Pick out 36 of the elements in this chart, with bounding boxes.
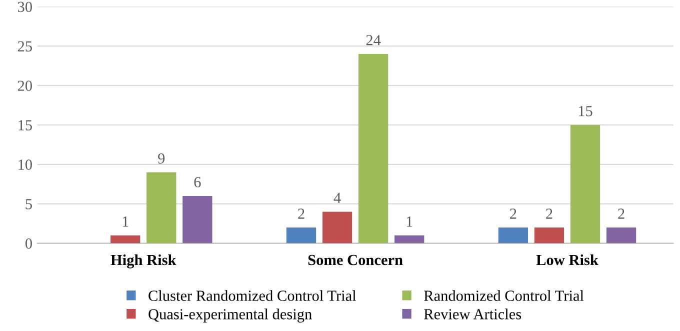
bar [146,172,176,244]
data-label: 2 [510,208,516,219]
y-tick-label: 10 [18,160,32,170]
data-label: 1 [122,216,128,227]
bar [358,54,388,244]
bar [286,228,316,244]
legend-label: Randomized Control Trial [424,290,584,301]
legend-label: Quasi-experimental design [148,308,312,323]
y-tick-label: 15 [18,120,32,130]
data-label: 2 [298,208,304,219]
data-label: 1 [406,216,412,227]
bar [498,228,528,244]
y-tick-label: 20 [18,80,32,91]
legend-label: Review Articles [424,308,522,320]
data-label: 15 [578,106,592,116]
y-tick-label: 25 [18,41,32,52]
bar [110,235,140,244]
y-tick-label: 5 [26,199,32,210]
data-label: 4 [334,192,341,203]
y-tick-label: 0 [25,238,32,249]
data-label: 2 [546,208,552,219]
bar [394,235,424,244]
data-label: 9 [158,153,165,164]
legend-label: Cluster Randomized Control Trial [148,290,356,301]
data-label: 24 [366,35,381,46]
x-tick-label: Some Concern [308,254,403,266]
x-tick-label: Low Risk [536,254,598,266]
data-label: 6 [194,177,201,188]
bar [534,228,564,244]
y-tick-label: 30 [18,2,32,12]
bar [182,196,212,244]
data-label: 2 [618,208,624,219]
bar [322,212,352,244]
x-tick-label: High Risk [110,254,176,268]
bar [570,124,600,244]
bar [606,228,636,244]
